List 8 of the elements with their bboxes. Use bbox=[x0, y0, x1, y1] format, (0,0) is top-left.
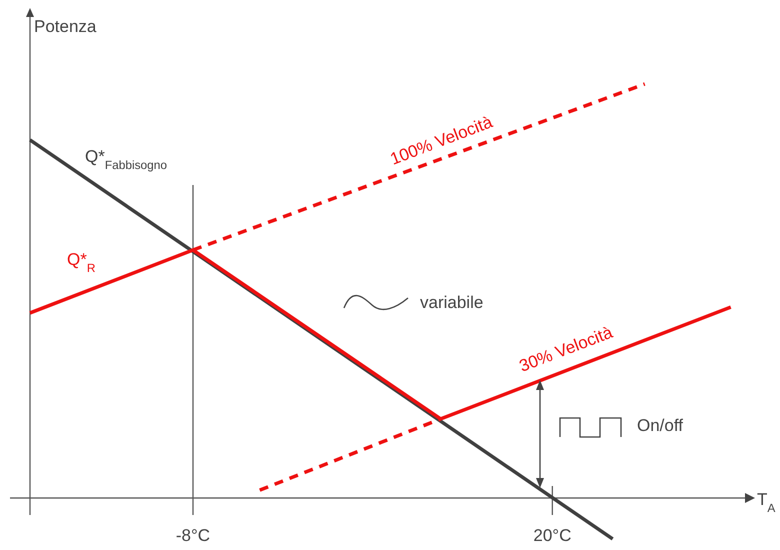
annotation: On/off bbox=[637, 416, 684, 435]
y-axis-title: Potenza bbox=[34, 17, 97, 36]
series-label: Q*$_{R}$ bbox=[67, 250, 96, 275]
series-label: Q*$_{Fabbisogno}$ bbox=[85, 147, 168, 172]
x-tick-label: 20°C bbox=[533, 526, 572, 545]
x-axis-title: T$_{A}$ bbox=[757, 490, 776, 515]
annotation: variabile bbox=[420, 293, 484, 312]
x-tick-label: -8°C bbox=[176, 526, 210, 545]
